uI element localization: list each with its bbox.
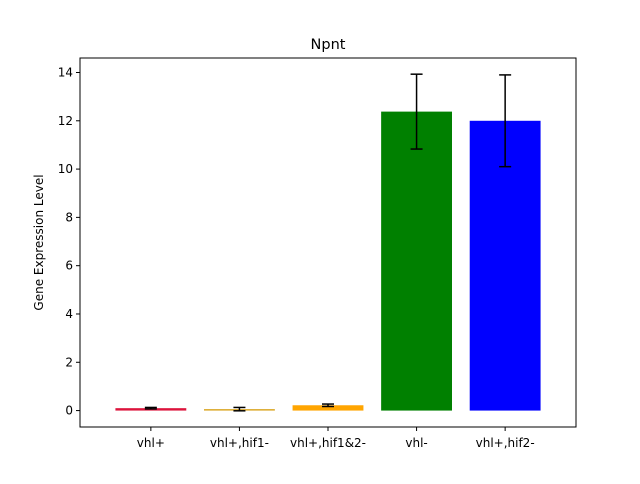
bar-3 — [381, 111, 452, 411]
bar-2 — [292, 405, 364, 411]
y-tick-label-0: 0 — [65, 404, 73, 418]
y-tick-label-2: 4 — [65, 307, 73, 321]
x-tick-label-0: vhl+ — [137, 436, 165, 450]
x-tick-label-4: vhl+,hif2- — [476, 436, 535, 450]
y-tick-label-4: 8 — [65, 210, 73, 224]
chart-title: Npnt — [311, 37, 346, 53]
y-tick-label-5: 10 — [58, 162, 73, 176]
y-tick-label-7: 14 — [58, 65, 73, 79]
y-tick-label-6: 12 — [58, 114, 73, 128]
x-tick-label-3: vhl- — [405, 436, 427, 450]
x-tick-label-2: vhl+,hif1&2- — [290, 436, 366, 450]
y-axis: 0 2 4 6 8 10 12 14 — [58, 65, 80, 418]
y-axis-label: Gene Expression Level — [32, 174, 46, 310]
x-axis: vhl+ vhl+,hif1- vhl+,hif1&2- vhl-vhl+,hif2- — [137, 427, 535, 450]
errorbars-layer — [144, 73, 512, 412]
bar-4 — [469, 120, 541, 411]
bars-layer — [115, 111, 541, 411]
y-tick-label-3: 6 — [65, 259, 73, 273]
y-tick-label-1: 2 — [65, 355, 73, 369]
x-tick-label-1: vhl+,hif1- — [210, 436, 269, 450]
